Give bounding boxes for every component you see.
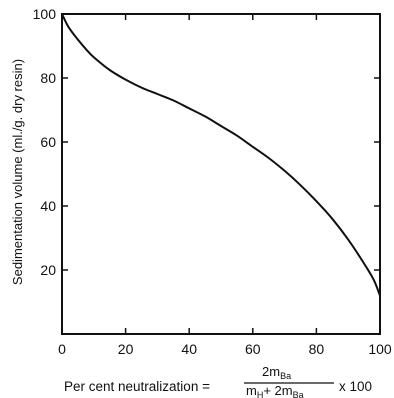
- y-tick-label: 60: [40, 134, 56, 150]
- x-axis-title-prefix: Per cent neutralization =: [64, 379, 210, 394]
- x-tick-label: 60: [245, 341, 261, 357]
- y-tick-label: 80: [40, 70, 56, 86]
- formula-multiplier: x 100: [339, 379, 372, 394]
- x-tick-label: 0: [58, 341, 66, 357]
- y-tick-label: 40: [40, 198, 56, 214]
- formula-denominator: mH+ 2mBa: [246, 383, 304, 398]
- series-line: [61, 13, 381, 296]
- y-tick-label: 100: [33, 6, 57, 22]
- x-tick-label: 100: [368, 341, 392, 357]
- x-axis-title: Per cent neutralization = 2mBa mH+ 2mBa …: [64, 364, 372, 398]
- y-axis-title: Sedimentation volume (ml./g. dry resin): [10, 59, 25, 285]
- plot-frame: [61, 13, 381, 335]
- x-tick-label: 20: [118, 341, 134, 357]
- formula-numerator: 2mBa: [262, 364, 291, 381]
- x-tick-label: 80: [309, 341, 325, 357]
- x-tick-label: 40: [181, 341, 197, 357]
- y-tick-label: 20: [40, 262, 56, 278]
